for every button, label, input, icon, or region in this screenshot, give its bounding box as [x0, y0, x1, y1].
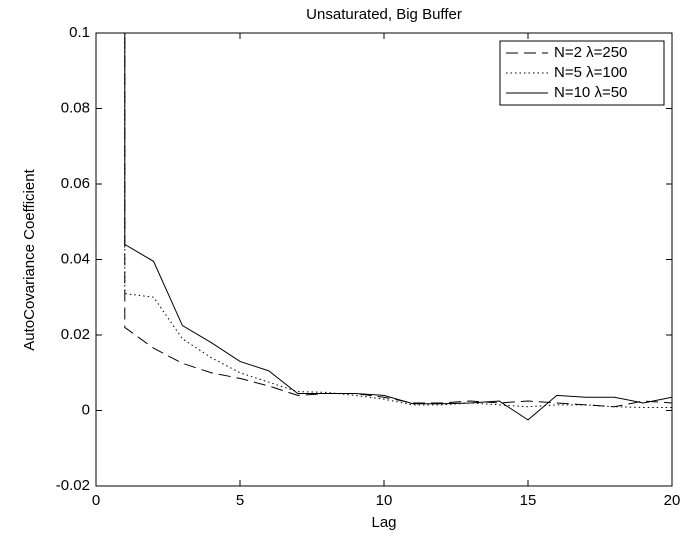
y-tick-label: 0	[82, 401, 90, 418]
x-tick-label: 5	[236, 492, 244, 509]
x-tick-label: 0	[92, 492, 100, 509]
y-tick-label: 0.1	[69, 24, 90, 41]
x-tick-label: 15	[520, 492, 537, 509]
legend-label: N=2 λ=250	[554, 44, 627, 61]
y-tick-label: 0.06	[61, 175, 90, 192]
series-line	[124, 33, 672, 408]
legend-label: N=10 λ=50	[554, 84, 627, 101]
y-tick-label: 0.04	[61, 250, 90, 267]
chart-title: Unsaturated, Big Buffer	[306, 6, 462, 23]
legend-label: N=5 λ=100	[554, 64, 627, 81]
y-tick-label: -0.02	[56, 477, 90, 494]
series-line	[124, 33, 672, 421]
x-tick-label: 10	[376, 492, 393, 509]
series-line	[124, 33, 672, 408]
x-tick-label: 20	[664, 492, 681, 509]
y-tick-label: 0.08	[61, 99, 90, 116]
legend-box	[499, 40, 665, 106]
y-tick-label: 0.02	[61, 326, 90, 343]
y-axis-label: AutoCovariance Coefficient	[21, 168, 38, 350]
plot-area	[124, 33, 672, 421]
x-axis-label: Lag	[371, 514, 396, 531]
